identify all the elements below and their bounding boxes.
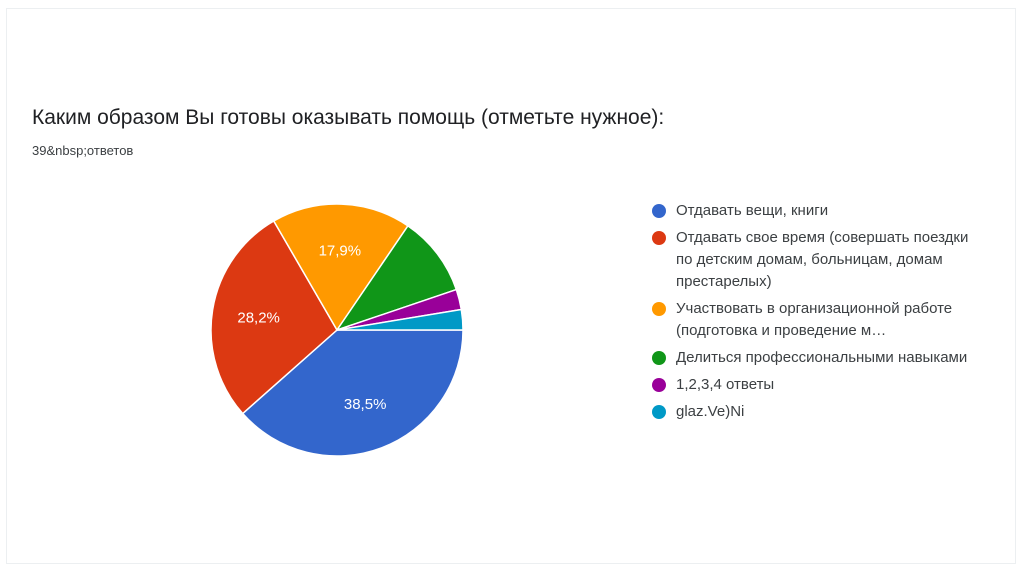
legend-item[interactable]: Делиться профессиональными навыками — [652, 347, 992, 369]
legend-label: glaz.Ve)Ni — [676, 403, 745, 420]
legend-item[interactable]: glaz.Ve)Ni — [652, 401, 992, 423]
legend-item[interactable]: Участвовать в организационной работе (по… — [652, 298, 992, 342]
legend-label: Отдавать свое время (совершать поездки п… — [676, 229, 969, 290]
pie-slice-0[interactable] — [241, 329, 464, 457]
legend: Отдавать вещи, книги Отдавать свое время … — [652, 200, 992, 428]
legend-label: Делиться профессиональными навыками — [676, 349, 968, 366]
legend-label: Участвовать в организационной работе (по… — [676, 300, 953, 339]
legend-swatch-icon — [652, 405, 666, 419]
pie-slice-3[interactable] — [335, 224, 458, 332]
pie-slice-2[interactable] — [272, 203, 409, 332]
slice-value-label-0: 38,5% — [344, 396, 387, 413]
legend-swatch-icon — [652, 231, 666, 245]
legend-item[interactable]: Отдавать вещи, книги — [652, 200, 992, 222]
legend-label: Отдавать вещи, книги — [676, 202, 829, 219]
pie-slice-1[interactable] — [210, 219, 338, 415]
legend-swatch-icon — [652, 204, 666, 218]
legend-swatch-icon — [652, 351, 666, 365]
chart-card — [6, 8, 1016, 564]
pie-slice-5[interactable] — [336, 308, 464, 331]
legend-item[interactable]: Отдавать свое время (совершать поездки п… — [652, 227, 992, 293]
legend-label: 1,2,3,4 ответы — [676, 376, 775, 393]
response-count: 39&nbsp;ответов — [32, 143, 134, 158]
legend-swatch-icon — [652, 302, 666, 316]
slice-value-label-2: 17,9% — [319, 243, 362, 260]
slice-value-label-1: 28,2% — [237, 309, 280, 326]
legend-item[interactable]: 1,2,3,4 ответы — [652, 374, 992, 396]
chart-title: Каким образом Вы готовы оказывать помощь… — [32, 106, 665, 129]
legend-swatch-icon — [652, 378, 666, 392]
